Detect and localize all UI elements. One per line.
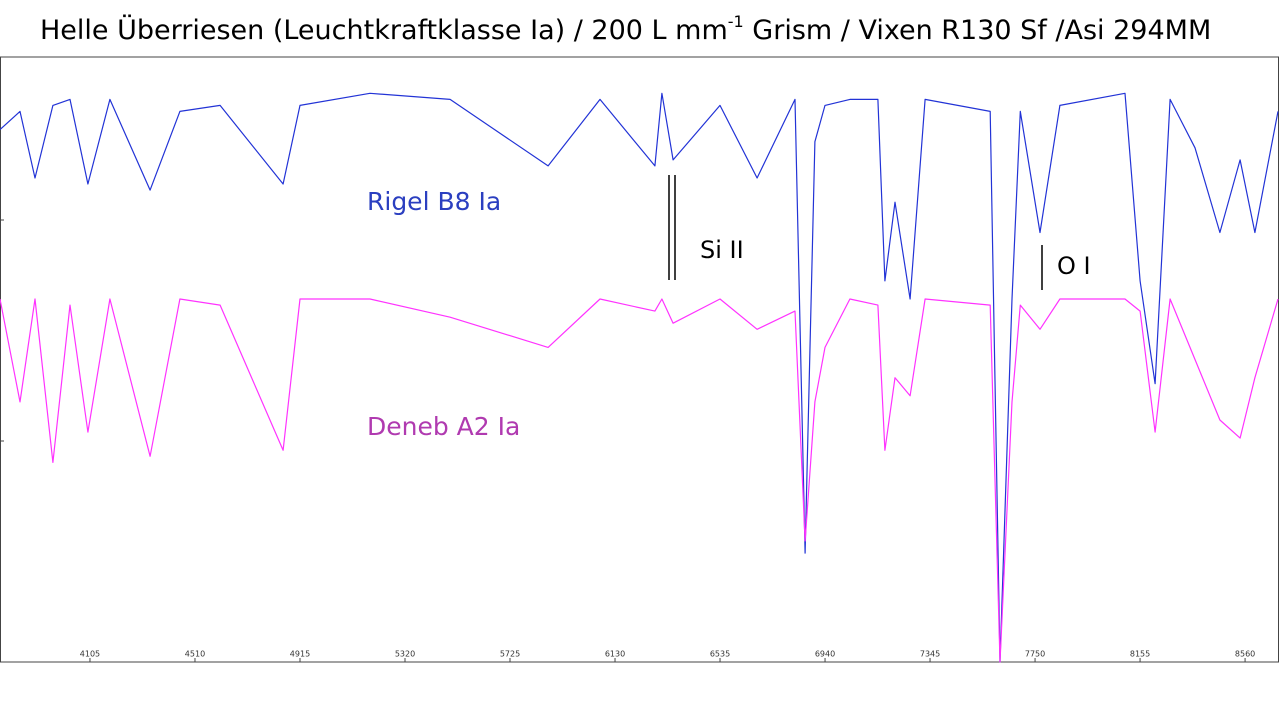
x-tick-label: 6535 xyxy=(710,650,730,659)
x-tick-label: 5725 xyxy=(500,650,520,659)
title-main: Helle Überriesen (Leuchtkraftklasse Ia) … xyxy=(40,14,728,46)
series-label: Deneb A2 Ia xyxy=(367,412,520,441)
title-rest: Grism / Vixen R130 Sf /Asi 294MM xyxy=(744,15,1212,46)
x-tick-label: 4915 xyxy=(290,650,310,659)
chart-title: Helle Überriesen (Leuchtkraftklasse Ia) … xyxy=(40,12,1211,46)
x-tick-label: 6940 xyxy=(815,650,835,659)
x-tick-label: 6130 xyxy=(605,650,625,659)
plot-frame xyxy=(0,56,1279,663)
x-tick-label: 8560 xyxy=(1235,650,1255,659)
series-label: Rigel B8 Ia xyxy=(367,187,501,216)
x-tick-label: 4105 xyxy=(80,650,100,659)
x-tick-label: 4510 xyxy=(185,650,205,659)
x-tick-label: 5320 xyxy=(395,650,415,659)
spectrum-line xyxy=(0,92,1279,663)
annotation: Si II xyxy=(700,236,744,264)
spectrum-line xyxy=(0,298,1279,663)
title-sup: -1 xyxy=(728,12,744,31)
annotation: O I xyxy=(1057,252,1091,280)
x-tick-label: 7750 xyxy=(1025,650,1045,659)
x-tick-label: 8155 xyxy=(1130,650,1150,659)
x-tick-label: 7345 xyxy=(920,650,940,659)
